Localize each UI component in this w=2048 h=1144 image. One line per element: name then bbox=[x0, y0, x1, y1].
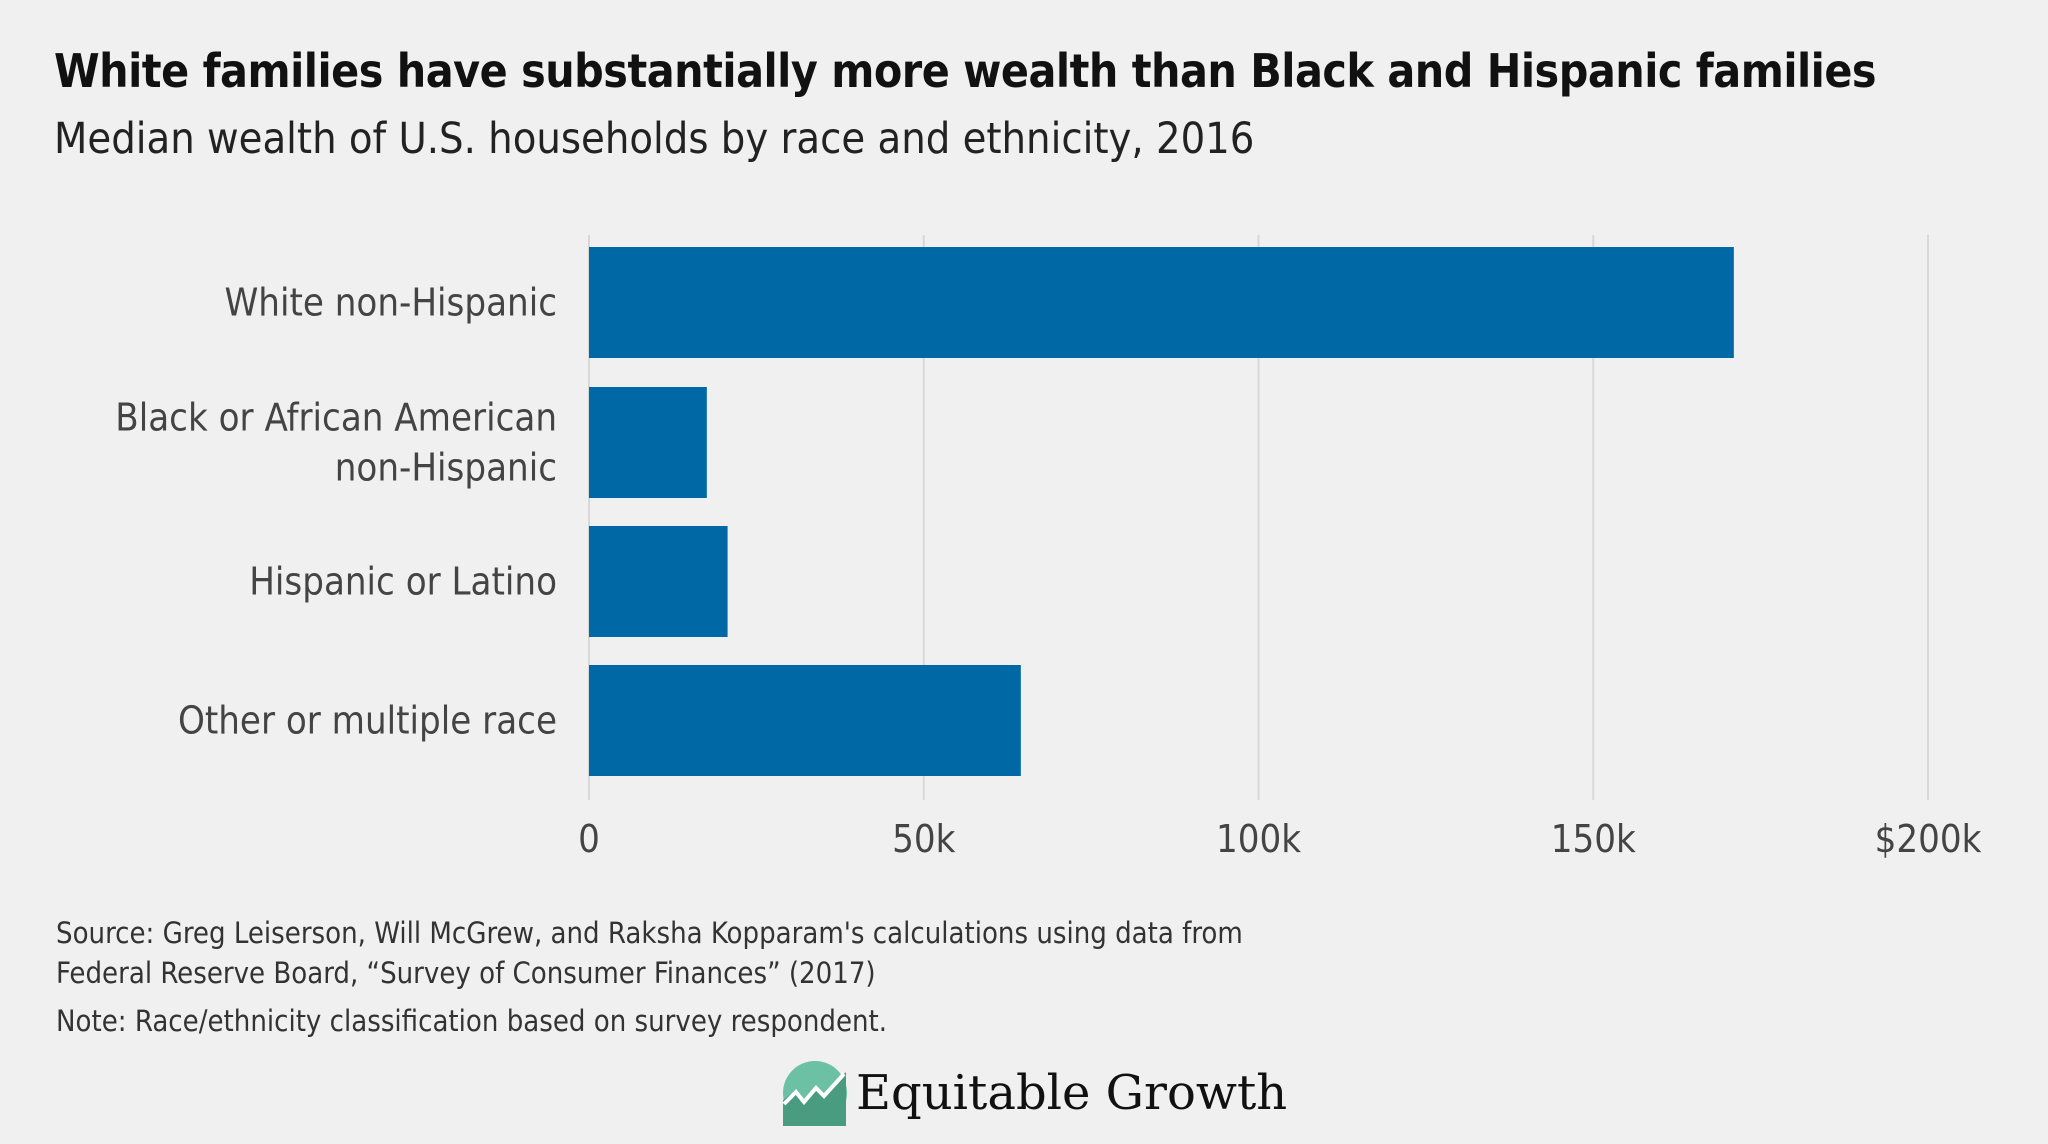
category-label: Hispanic or Latino bbox=[249, 560, 557, 604]
chart-title: White families have substantially more w… bbox=[54, 44, 1877, 98]
category-label: non-Hispanic bbox=[335, 446, 557, 490]
chart-subtitle: Median wealth of U.S. households by race… bbox=[54, 114, 1255, 164]
x-tick-label: 50k bbox=[892, 817, 955, 861]
x-tick-label: $200k bbox=[1875, 817, 1982, 861]
category-label: Other or multiple race bbox=[178, 699, 557, 743]
growth-chart-icon bbox=[782, 1061, 847, 1126]
bar bbox=[589, 526, 728, 637]
note: Note: Race/ethnicity classification base… bbox=[56, 1004, 888, 1038]
bar bbox=[589, 387, 707, 498]
equitable-growth-logo: Equitable Growth bbox=[782, 1060, 1287, 1126]
bar bbox=[589, 665, 1021, 776]
x-tick-label: 0 bbox=[578, 817, 600, 861]
source-line-2: Federal Reserve Board, “Survey of Consum… bbox=[56, 956, 876, 990]
x-tick-label: 150k bbox=[1551, 817, 1636, 861]
logo-text: Equitable Growth bbox=[856, 1065, 1288, 1121]
source-line-1: Source: Greg Leiserson, Will McGrew, and… bbox=[56, 916, 1243, 950]
category-label: Black or African American bbox=[115, 396, 557, 440]
x-tick-label: 100k bbox=[1216, 817, 1301, 861]
category-label: White non-Hispanic bbox=[224, 281, 557, 325]
bar bbox=[589, 247, 1734, 358]
